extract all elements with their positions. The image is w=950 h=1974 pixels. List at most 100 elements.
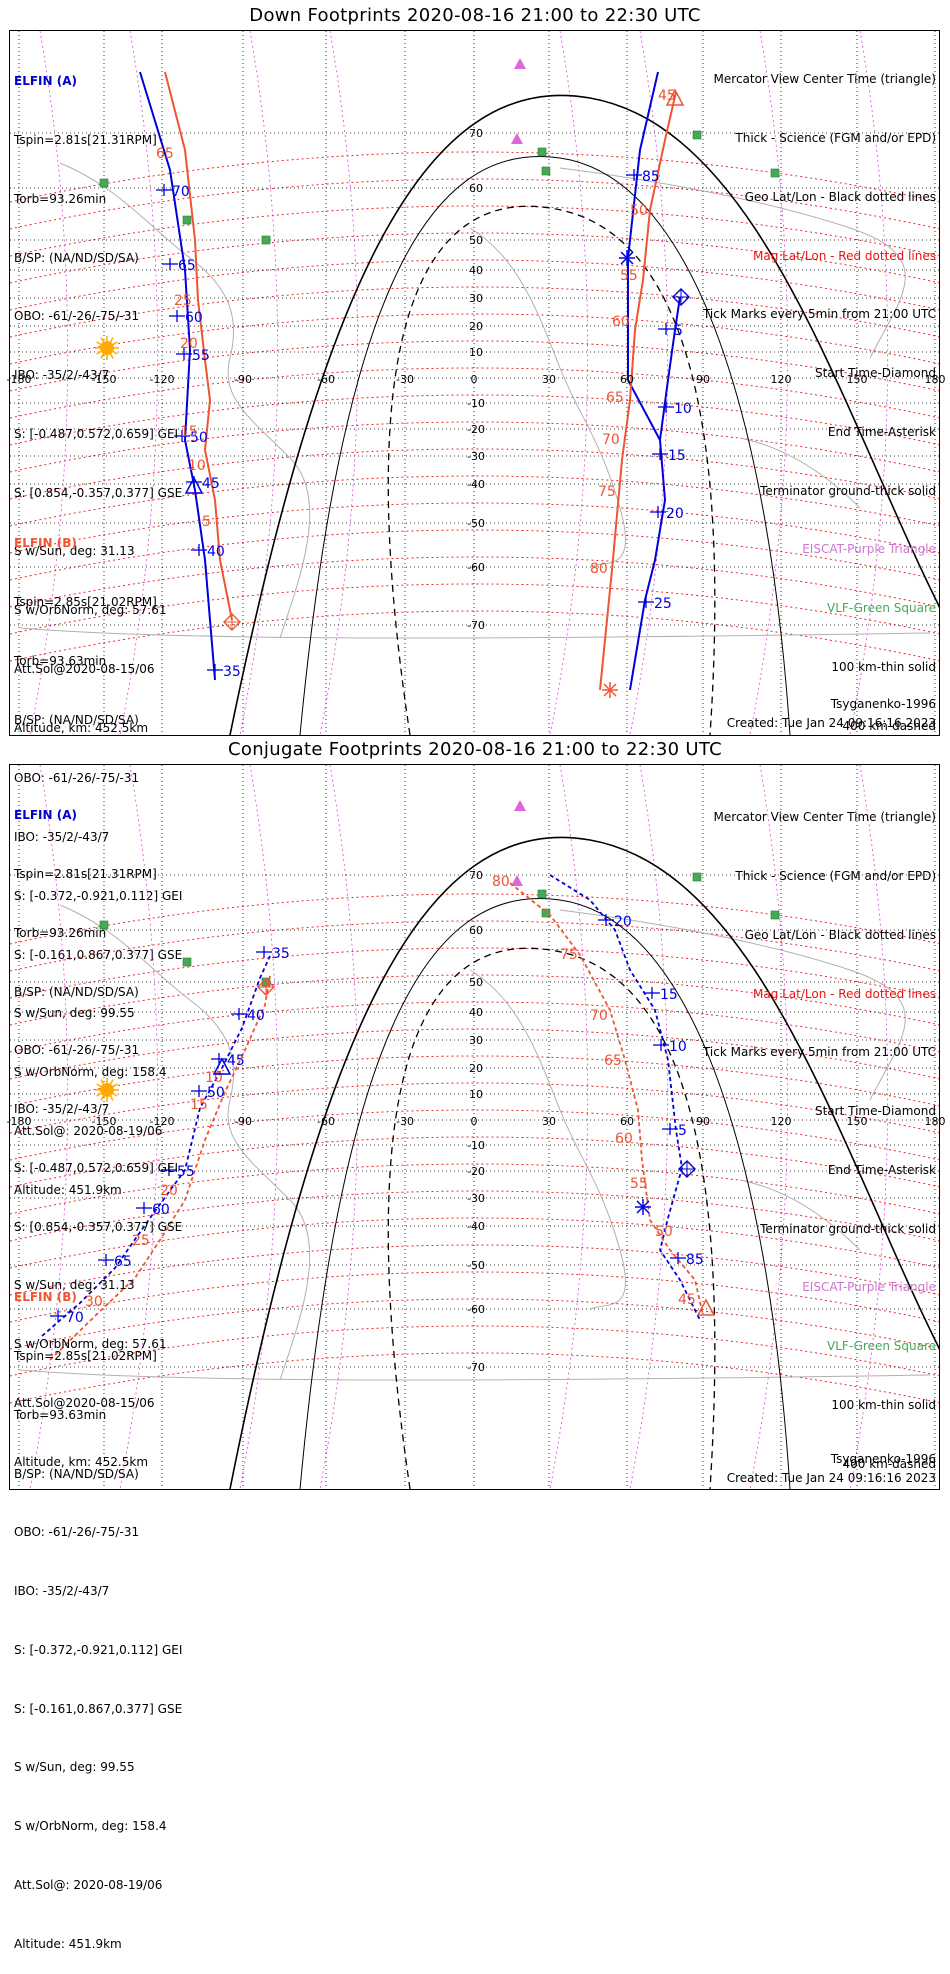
terminator-line <box>229 836 939 1489</box>
longitude-label: -120 <box>150 1115 175 1128</box>
longitude-label: 180 <box>925 373 946 386</box>
vlf-square <box>261 235 271 245</box>
elfin-b-gei: S: [-0.372,-0.921,0.112] GEI <box>14 888 183 903</box>
elfin-a-tspin: Tspin=2.81s[21.31RPM] <box>14 866 157 881</box>
elfin-a-tick-label: 35 <box>223 664 241 680</box>
legend-end: End Time-Asterisk <box>827 1162 936 1177</box>
legend-terminator: Terminator ground-thick solid <box>760 483 936 498</box>
coastline <box>19 627 931 639</box>
longitude-label: 60 <box>620 373 634 386</box>
elfin-b-orbnorm: S w/OrbNorm, deg: 158.4 <box>14 1819 167 1834</box>
latitude-label: 20 <box>469 1062 483 1075</box>
coastline <box>19 1369 931 1381</box>
legend-end: End Time-Asterisk <box>827 424 936 439</box>
elfin-a-end-asterisk <box>635 1199 651 1215</box>
elfin-a-gse: S: [0.854,-0.357,0.377] GSE <box>14 1219 183 1234</box>
elfin-b-tick-label: 45 <box>658 88 676 104</box>
longitude-label: -60 <box>317 373 335 386</box>
longitude-label: -180 <box>7 373 32 386</box>
elfin-b-altitude: Altitude: 451.9km <box>14 1182 122 1197</box>
elfin-b-gse: S: [-0.161,0.867,0.377] GSE <box>14 947 183 962</box>
mag-meridian-line <box>119 765 159 1489</box>
elfin-b-tick-label: 60 <box>612 314 630 330</box>
elfin-b-gei: S: [-0.372,-0.921,0.112] GEI <box>14 1642 183 1657</box>
elfin-b-tick-label: 65 <box>604 1053 622 1069</box>
longitude-label: -60 <box>317 1115 335 1128</box>
elfin-a-center-triangle <box>184 476 204 494</box>
elfin-a-gei: S: [-0.487,0.572,0.659] GEI <box>14 1160 179 1175</box>
elfin-a-ibo: IBO: -35/2/-43/7 <box>14 1102 110 1117</box>
elfin-a-tick-label: 65 <box>114 1254 132 1270</box>
elfin-b-bsp: B/SP: (NA/ND/SD/SA) <box>14 1466 139 1481</box>
top-created-label: Created: Tue Jan 24 09:16:16 2023 <box>726 716 936 730</box>
elfin-a-altitude: Altitude, km: 452.5km <box>14 1454 149 1469</box>
top-panel-frame <box>9 30 940 736</box>
legend-mag: Mag Lat/Lon - Red dotted lines <box>752 248 936 263</box>
elfin-a-ibo: IBO: -35/2/-43/7 <box>14 368 110 383</box>
latitude-label: 50 <box>469 976 483 989</box>
elfin-b-obo: OBO: -61/-26/-75/-31 <box>14 1525 140 1540</box>
map-canvas: 70 65 60 55 50 45 40 35 85 5 10 15 20 25 65 25 20 15 10 5 45… <box>10 31 939 735</box>
latitude-label: -70 <box>467 1361 485 1374</box>
elfin-b-tick-label: 55 <box>630 1176 648 1192</box>
latitude-label: 70 <box>469 869 483 882</box>
elfin-a-tick-label: 85 <box>642 169 660 185</box>
elfin-a-tick-label: 20 <box>666 506 684 522</box>
elfin-a-tick-label: 5 <box>678 1123 687 1139</box>
elfin-a-orbnorm: S w/OrbNorm, deg: 57.61 <box>14 1337 167 1352</box>
elfin-a-tick-label: 40 <box>207 544 225 560</box>
coastline <box>59 162 311 639</box>
legend-mag: Mag Lat/Lon - Red dotted lines <box>752 986 936 1001</box>
elfin-b-altitude: Altitude: 451.9km <box>14 1936 122 1951</box>
elfin-b-tick-label: 65 <box>606 390 624 406</box>
longitude-label: 30 <box>542 373 556 386</box>
legend-start: Start Time-Diamond <box>814 1104 936 1119</box>
latitude-label: -50 <box>467 517 485 530</box>
terminator-line <box>229 94 939 735</box>
elfin-b-tick-label: 10 <box>188 458 206 474</box>
latitude-label: 10 <box>469 346 483 359</box>
legend-vlf: VLF-Green Square <box>827 601 936 616</box>
elfin-a-tick-label: 55 <box>177 1164 195 1180</box>
latitude-label: -20 <box>467 1165 485 1178</box>
elfin-a-orbnorm: S w/OrbNorm, deg: 57.61 <box>14 603 167 618</box>
latitude-label: -40 <box>467 1220 485 1233</box>
legend-100km: 100 km-thin solid <box>831 660 936 674</box>
elfin-b-tick-label: 50 <box>630 203 648 219</box>
legend-thick: Thick - Science (FGM and/or EPD) <box>735 868 936 883</box>
legend-view-center: Mercator View Center Time (triangle) <box>713 72 936 87</box>
elfin-a-gse: S: [0.854,-0.357,0.377] GSE <box>14 485 183 500</box>
vlf-square <box>541 166 551 176</box>
latitude-label: 50 <box>469 234 483 247</box>
mag-meridian-line <box>629 765 669 1489</box>
mag-meridian-line <box>549 765 589 1489</box>
elfin-a-tick-label: 25 <box>654 596 672 612</box>
legend-400km: 400 km-dashed <box>842 718 936 733</box>
elfin-b-center-triangle <box>665 88 685 106</box>
latitude-label: 40 <box>469 1006 483 1019</box>
legend-thick: Thick - Science (FGM and/or EPD) <box>735 130 936 145</box>
latitude-label: -70 <box>467 619 485 632</box>
mag-meridian-line <box>749 31 789 735</box>
elfin-a-bsp: B/SP: (NA/ND/SD/SA) <box>14 984 139 999</box>
elfin-b-tick-label: 15 <box>180 424 198 440</box>
vlf-square <box>537 889 547 899</box>
latitude-label: 30 <box>469 1034 483 1047</box>
elfin-a-tick-label: 85 <box>686 1252 704 1268</box>
elfin-a-trace-east <box>659 296 681 441</box>
top-map: 70 65 60 55 50 45 40 35 85 5 10 15 20 25 65 25 20 15 10 5 45… <box>7 31 946 735</box>
latitude-label: -10 <box>467 397 485 410</box>
eiscat-triangle <box>511 875 523 886</box>
elfin-a-gei: S: [-0.487,0.572,0.659] GEI <box>14 426 179 441</box>
longitude-label: 90 <box>696 373 710 386</box>
elfin-b-tick-label: 80 <box>492 874 510 890</box>
latitude-label: 40 <box>469 264 483 277</box>
elfin-a-header: ELFIN (A) <box>14 74 77 89</box>
eiscat-triangle <box>514 58 526 69</box>
elfin-a-tick-label: 10 <box>669 1039 687 1055</box>
elfin-a-attsol: Att.Sol@2020-08-15/06 <box>14 1396 155 1410</box>
elfin-b-tspin: Tspin=2.85s[21.02RPM] <box>14 1348 157 1363</box>
vlf-square <box>541 908 551 918</box>
elfin-b-tick-label: 50 <box>655 1224 673 1240</box>
elfin-b-torb: Torb=93.63min <box>14 653 107 668</box>
